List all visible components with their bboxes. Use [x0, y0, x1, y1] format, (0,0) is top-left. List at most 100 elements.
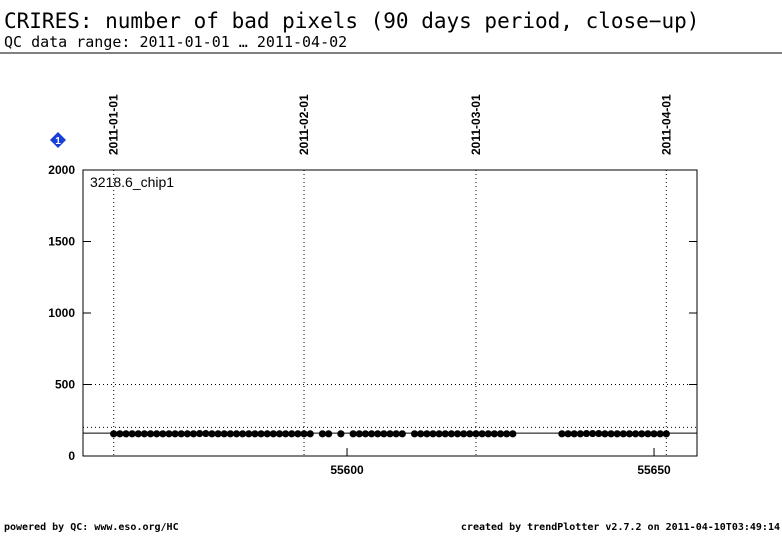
data-point — [189, 430, 198, 438]
data-point — [325, 430, 333, 438]
data-point — [625, 430, 634, 438]
data-point — [116, 430, 124, 438]
legend-label: 3218.6_chip1 — [90, 174, 174, 190]
data-point — [245, 430, 253, 438]
y-tick-label: 2000 — [48, 163, 75, 177]
data-point — [595, 429, 603, 438]
data-point — [337, 430, 345, 438]
data-point — [650, 430, 658, 438]
data-point — [239, 430, 247, 438]
data-point — [638, 430, 646, 438]
data-point — [294, 430, 302, 438]
data-point — [177, 430, 185, 438]
date-tick-label: 2011-04-01 — [659, 94, 673, 155]
data-point — [589, 429, 597, 438]
x-tick-label: 55650 — [637, 463, 671, 477]
data-point — [632, 430, 640, 438]
data-point — [447, 430, 455, 438]
data-point — [251, 430, 259, 438]
data-point — [441, 430, 449, 438]
data-point — [564, 430, 572, 438]
y-tick-label: 0 — [68, 449, 75, 463]
data-point — [140, 430, 148, 438]
data-point — [355, 430, 363, 438]
data-point — [423, 430, 431, 438]
data-point — [134, 430, 142, 438]
data-point — [392, 430, 400, 438]
data-point — [601, 430, 609, 438]
data-point — [202, 429, 210, 438]
data-point — [306, 430, 314, 438]
data-point — [644, 430, 652, 438]
data-point — [460, 430, 468, 438]
data-point — [478, 430, 486, 438]
data-point — [472, 430, 480, 438]
data-point — [196, 429, 204, 438]
data-point — [269, 430, 277, 438]
data-point — [110, 430, 118, 438]
data-point — [570, 430, 578, 438]
data-point — [503, 430, 511, 438]
data-point — [607, 430, 615, 438]
data-point — [171, 430, 179, 438]
data-point — [263, 430, 271, 438]
date-tick-label: 2011-03-01 — [469, 94, 483, 155]
chart-title: CRIRES: number of bad pixels (90 days pe… — [4, 9, 699, 33]
data-point — [417, 430, 425, 438]
date-tick-label: 2011-01-01 — [107, 94, 121, 155]
y-tick-label: 1000 — [48, 306, 75, 320]
footer-left: powered by QC: www.eso.org/HC — [4, 522, 179, 533]
data-point — [275, 430, 284, 438]
y-tick-label: 500 — [55, 378, 75, 392]
data-point — [146, 430, 155, 438]
data-point — [656, 430, 664, 438]
data-point — [318, 430, 327, 438]
data-point — [288, 430, 296, 438]
data-point — [128, 430, 136, 438]
date-tick-label: 2011-02-01 — [297, 94, 311, 155]
data-point — [619, 430, 627, 438]
data-point — [496, 430, 505, 438]
data-point — [220, 430, 228, 438]
data-point — [183, 430, 191, 438]
chart-subtitle: QC data range: 2011-01-01 … 2011-04-02 — [4, 33, 347, 51]
data-point — [662, 430, 670, 438]
data-point — [410, 430, 419, 438]
data-point — [386, 430, 394, 438]
data-point — [466, 430, 474, 438]
data-point — [349, 430, 357, 438]
data-point — [490, 430, 498, 438]
data-point — [576, 430, 584, 438]
marker-label: 1 — [55, 136, 61, 147]
data-point — [453, 430, 462, 438]
y-tick-label: 1500 — [48, 235, 75, 249]
plot-frame — [82, 169, 698, 457]
data-point — [159, 430, 167, 438]
data-point — [153, 430, 161, 438]
data-point — [435, 430, 443, 438]
data-point — [582, 429, 591, 438]
data-point — [226, 430, 234, 438]
data-point — [257, 430, 265, 438]
x-tick-label: 55600 — [330, 463, 364, 477]
data-point — [208, 430, 216, 438]
footer-right: created by trendPlotter v2.7.2 on 2011-0… — [461, 522, 780, 533]
data-point — [613, 430, 621, 438]
data-point — [380, 430, 388, 438]
data-point — [374, 430, 382, 438]
data-point — [214, 430, 222, 438]
data-point — [165, 430, 173, 438]
data-point — [367, 430, 376, 438]
data-point — [484, 430, 492, 438]
data-point — [361, 430, 370, 438]
data-point — [300, 430, 308, 438]
data-point — [558, 430, 566, 438]
data-point — [509, 430, 517, 438]
data-point — [429, 430, 437, 438]
data-point — [398, 430, 406, 438]
marker-icon — [50, 132, 66, 148]
data-point — [232, 430, 241, 438]
data-point — [122, 430, 130, 438]
data-point — [282, 430, 290, 438]
